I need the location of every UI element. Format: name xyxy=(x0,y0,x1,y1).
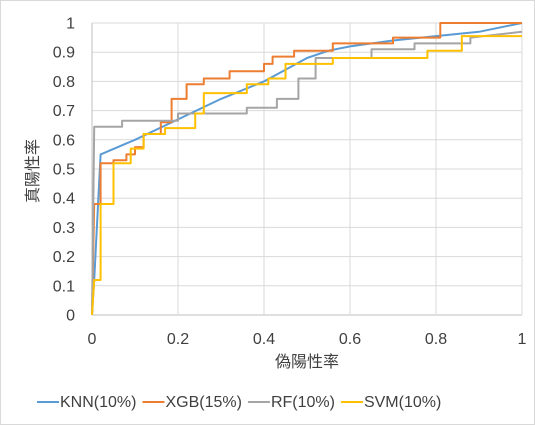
y-tick-label: 0.9 xyxy=(53,45,75,62)
series-line-rf xyxy=(91,30,523,316)
x-axis-tick-labels: 0 0.2 0.4 0.6 0.8 1 xyxy=(88,331,527,348)
x-tick-label: 0 xyxy=(88,331,97,348)
x-axis-title: 偽陽性率 xyxy=(275,353,339,371)
x-tick-label: 1 xyxy=(518,331,527,348)
y-axis-title: 真陽性率 xyxy=(24,139,42,203)
y-tick-label: 0.7 xyxy=(53,103,75,120)
y-tick-label: 0.6 xyxy=(53,132,75,149)
y-tick-label: 0.1 xyxy=(53,278,75,295)
x-tick-label: 0.4 xyxy=(253,331,275,348)
y-tick-label: 0 xyxy=(66,308,75,325)
gridlines xyxy=(91,22,523,316)
x-tick-label: 0.2 xyxy=(167,331,189,348)
series-line-svm xyxy=(91,35,522,316)
legend-label-svm: SVM(10%) xyxy=(364,394,441,411)
y-tick-label: 0.8 xyxy=(53,74,75,91)
series-line-xgb xyxy=(91,22,522,316)
x-tick-label: 0.6 xyxy=(339,331,361,348)
legend-label-knn: KNN(10%) xyxy=(60,394,136,411)
y-tick-label: 0.5 xyxy=(53,162,75,179)
x-tick-label: 0.8 xyxy=(425,331,447,348)
legend-label-xgb: XGB(15%) xyxy=(165,394,241,411)
y-tick-label: 0.2 xyxy=(53,249,75,266)
legend-label-rf: RF(10%) xyxy=(271,394,335,411)
y-tick-label: 0.3 xyxy=(53,220,75,237)
y-tick-label: 1 xyxy=(66,16,75,33)
y-tick-label: 0.4 xyxy=(53,191,75,208)
plot-series xyxy=(91,22,523,316)
y-axis-tick-labels: 0 0.1 0.2 0.3 0.4 0.5 0.6 0.7 0.8 0.9 1 xyxy=(53,16,75,325)
legend: KNN(10%) XGB(15%) RF(10%) SVM(10%) xyxy=(37,394,441,411)
